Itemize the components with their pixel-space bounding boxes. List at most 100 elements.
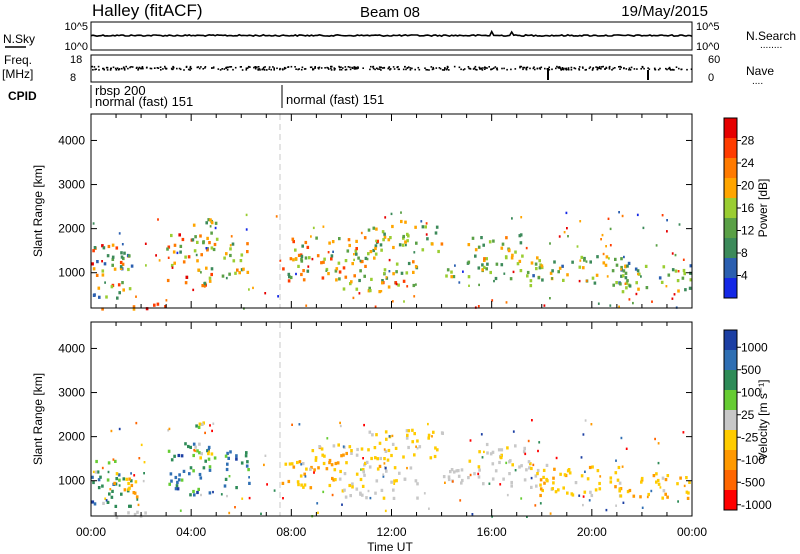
freq-sample — [318, 66, 321, 69]
range-cell — [457, 469, 460, 473]
noise-cell — [657, 461, 660, 465]
freq-sample — [573, 67, 576, 69]
freq-sample — [501, 67, 503, 70]
range-cell — [538, 259, 541, 263]
range-cell — [115, 246, 119, 250]
freq-sample — [102, 67, 105, 70]
range-cell — [516, 262, 520, 266]
range-cell — [381, 281, 384, 285]
range-cell — [619, 282, 622, 286]
noise-cell — [534, 504, 537, 507]
range-cell — [181, 237, 185, 242]
range-cell — [539, 483, 542, 487]
freq-sample — [189, 69, 191, 71]
range-cell — [127, 267, 130, 272]
range-cell — [452, 275, 456, 279]
range-cell — [118, 478, 121, 482]
range-cell — [110, 495, 114, 499]
freq-sample — [432, 66, 434, 69]
range-cell — [582, 266, 585, 270]
range-cell — [395, 479, 398, 483]
freq-sample — [666, 68, 668, 71]
range-cell — [682, 268, 686, 273]
range-cell — [338, 277, 341, 281]
freq-sample — [290, 65, 293, 68]
range-cell — [91, 475, 94, 479]
noise-cell — [204, 431, 206, 435]
noise-cell — [312, 226, 315, 230]
noise-cell — [382, 475, 385, 478]
range-cell — [132, 305, 136, 309]
freq-sample — [584, 69, 587, 71]
range-cell — [491, 462, 495, 466]
range-cell — [344, 495, 348, 499]
range-cell — [526, 274, 529, 278]
freq-sample — [418, 68, 421, 71]
range-cell — [231, 242, 235, 246]
range-cell — [368, 286, 371, 290]
range-cell — [330, 254, 334, 258]
freq-sample — [523, 66, 526, 69]
range-cell — [652, 474, 656, 478]
noise-cell — [590, 423, 593, 426]
noise-cell — [203, 285, 206, 288]
freq-sample — [353, 68, 356, 70]
freq-sample — [675, 66, 678, 68]
colorbar-swatch — [724, 218, 737, 239]
freq-sample — [304, 68, 307, 70]
range-cell — [580, 255, 584, 259]
nsky-trace — [90, 29, 693, 38]
freq-sample — [219, 69, 222, 71]
noise-cell — [193, 449, 196, 452]
range-cell — [185, 275, 189, 279]
range-cell — [325, 467, 329, 471]
freq-sample — [424, 67, 426, 69]
noise-cell — [212, 490, 214, 494]
range-cell — [173, 454, 176, 458]
noise-cell — [642, 226, 645, 230]
freq-sample — [560, 69, 562, 71]
cpid-segment-1-line1: rbsp 200 — [95, 83, 146, 98]
noise-cell — [101, 260, 103, 263]
range-cell — [681, 276, 685, 280]
freq-sample — [317, 67, 319, 69]
range-cell — [134, 480, 138, 484]
freq-sample — [417, 66, 420, 69]
noise-cell — [384, 467, 387, 470]
colorbar-swatch — [724, 158, 737, 179]
range-cell — [384, 449, 388, 453]
noise-cell — [579, 220, 582, 223]
colorbar-tick-label: 500 — [741, 363, 761, 377]
range-cell — [370, 277, 373, 281]
range-cell — [666, 474, 670, 478]
range-cell — [404, 240, 407, 244]
range-cell — [208, 241, 211, 245]
range-cell — [128, 477, 131, 481]
range-cell — [133, 491, 137, 495]
range-cell — [402, 236, 405, 240]
range-cell — [113, 481, 116, 485]
range-cell — [491, 477, 495, 481]
range-cell — [376, 239, 379, 243]
noise-cell — [260, 512, 262, 515]
noise-cell — [391, 300, 394, 303]
range-cell — [361, 484, 365, 488]
freq-sample — [425, 68, 427, 71]
range-cell — [480, 236, 483, 240]
noise-cell — [112, 458, 115, 461]
freq-sample — [262, 66, 265, 69]
freq-sample — [229, 66, 231, 68]
noise-cell — [118, 232, 121, 235]
range-cell — [169, 472, 173, 476]
range-cell — [508, 472, 511, 476]
range-cell — [314, 458, 318, 462]
freq-sample — [372, 67, 375, 70]
noise-cell — [530, 476, 533, 480]
freq-sample — [272, 66, 274, 68]
freq-sample — [378, 66, 381, 68]
range-cell — [541, 278, 544, 282]
range-cell — [413, 453, 416, 457]
noise-cell — [167, 429, 170, 432]
freq-sample — [118, 68, 121, 70]
noise-cell — [444, 481, 446, 484]
